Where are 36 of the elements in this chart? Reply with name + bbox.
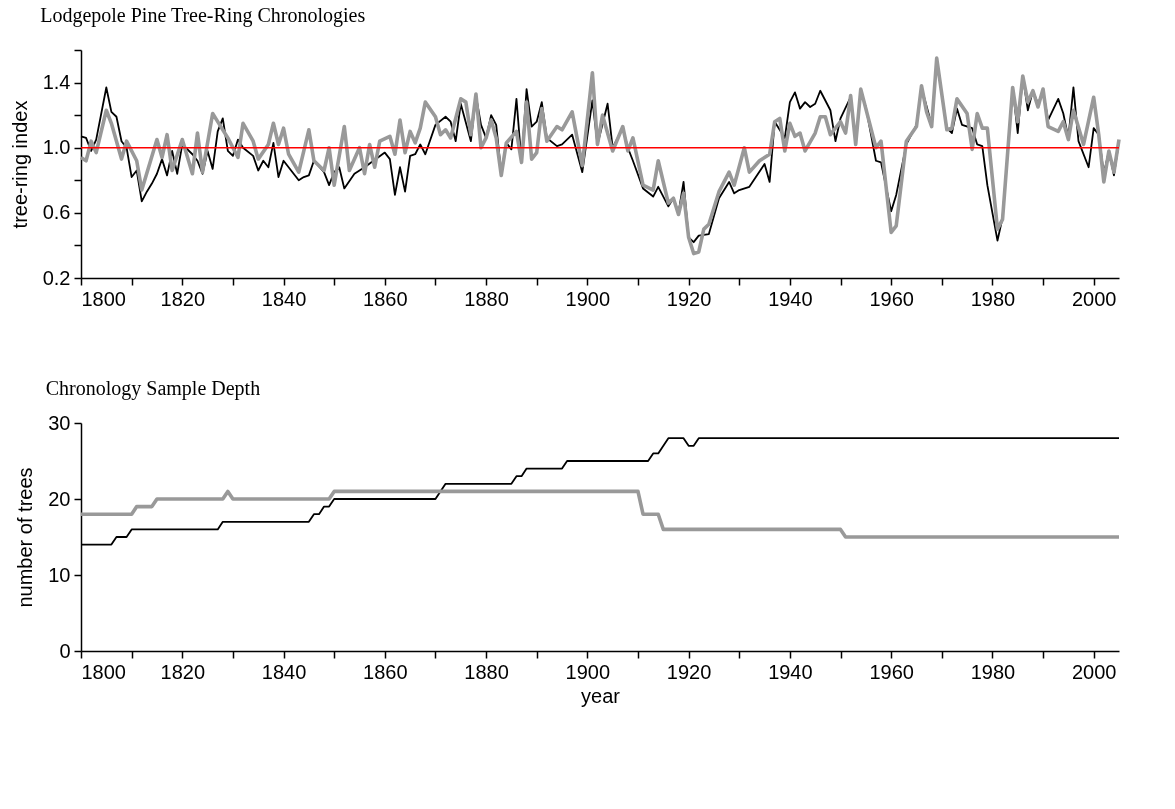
x-tick-label: 1980: [970, 287, 1016, 310]
x-tick-label: 2000: [1071, 287, 1117, 310]
x-tick-label: 2000: [1071, 660, 1117, 683]
x-tick-label: 1840: [261, 287, 307, 310]
y-tick-label: 0.2: [42, 266, 71, 289]
x-tick-label: 1920: [666, 660, 712, 683]
x-tick-label: 1840: [261, 660, 307, 683]
x-tick-label: 1940: [768, 660, 813, 683]
x-tick-label: 1820: [160, 287, 206, 310]
x-tick-label: 1900: [565, 287, 611, 310]
x-tick-label: 1940: [768, 287, 813, 310]
chart-title: Lodgepole Pine Tree-Ring Chronologies: [40, 4, 366, 27]
y-tick-label: 10: [48, 563, 71, 586]
y-axis-title: tree-ring index: [8, 100, 31, 229]
x-tick-label: 1900: [565, 660, 611, 683]
y-tick-label: 0: [59, 639, 71, 662]
x-tick-label: 1960: [869, 287, 914, 310]
x-tick-label: 1820: [160, 660, 206, 683]
x-tick-label: 1960: [869, 660, 914, 683]
y-tick-label: 1.0: [42, 136, 71, 159]
y-axis-title: number of trees: [14, 467, 37, 608]
x-tick-label: 1980: [970, 660, 1016, 683]
y-tick-label: 20: [48, 487, 71, 510]
x-axis-title: year: [581, 684, 621, 707]
x-tick-label: 1860: [363, 660, 408, 683]
x-tick-label: 1860: [363, 287, 408, 310]
chart-title: Chronology Sample Depth: [45, 377, 261, 400]
y-tick-label: 30: [48, 411, 71, 434]
line-series: [79, 489, 1121, 539]
x-tick-label: 1800: [81, 660, 126, 683]
x-tick-label: 1920: [666, 287, 712, 310]
y-tick-label: 1.4: [42, 71, 71, 94]
x-tick-label: 1800: [81, 287, 126, 310]
y-tick-label: 0.6: [42, 201, 71, 224]
x-tick-label: 1880: [464, 287, 509, 310]
x-tick-label: 1880: [464, 660, 509, 683]
